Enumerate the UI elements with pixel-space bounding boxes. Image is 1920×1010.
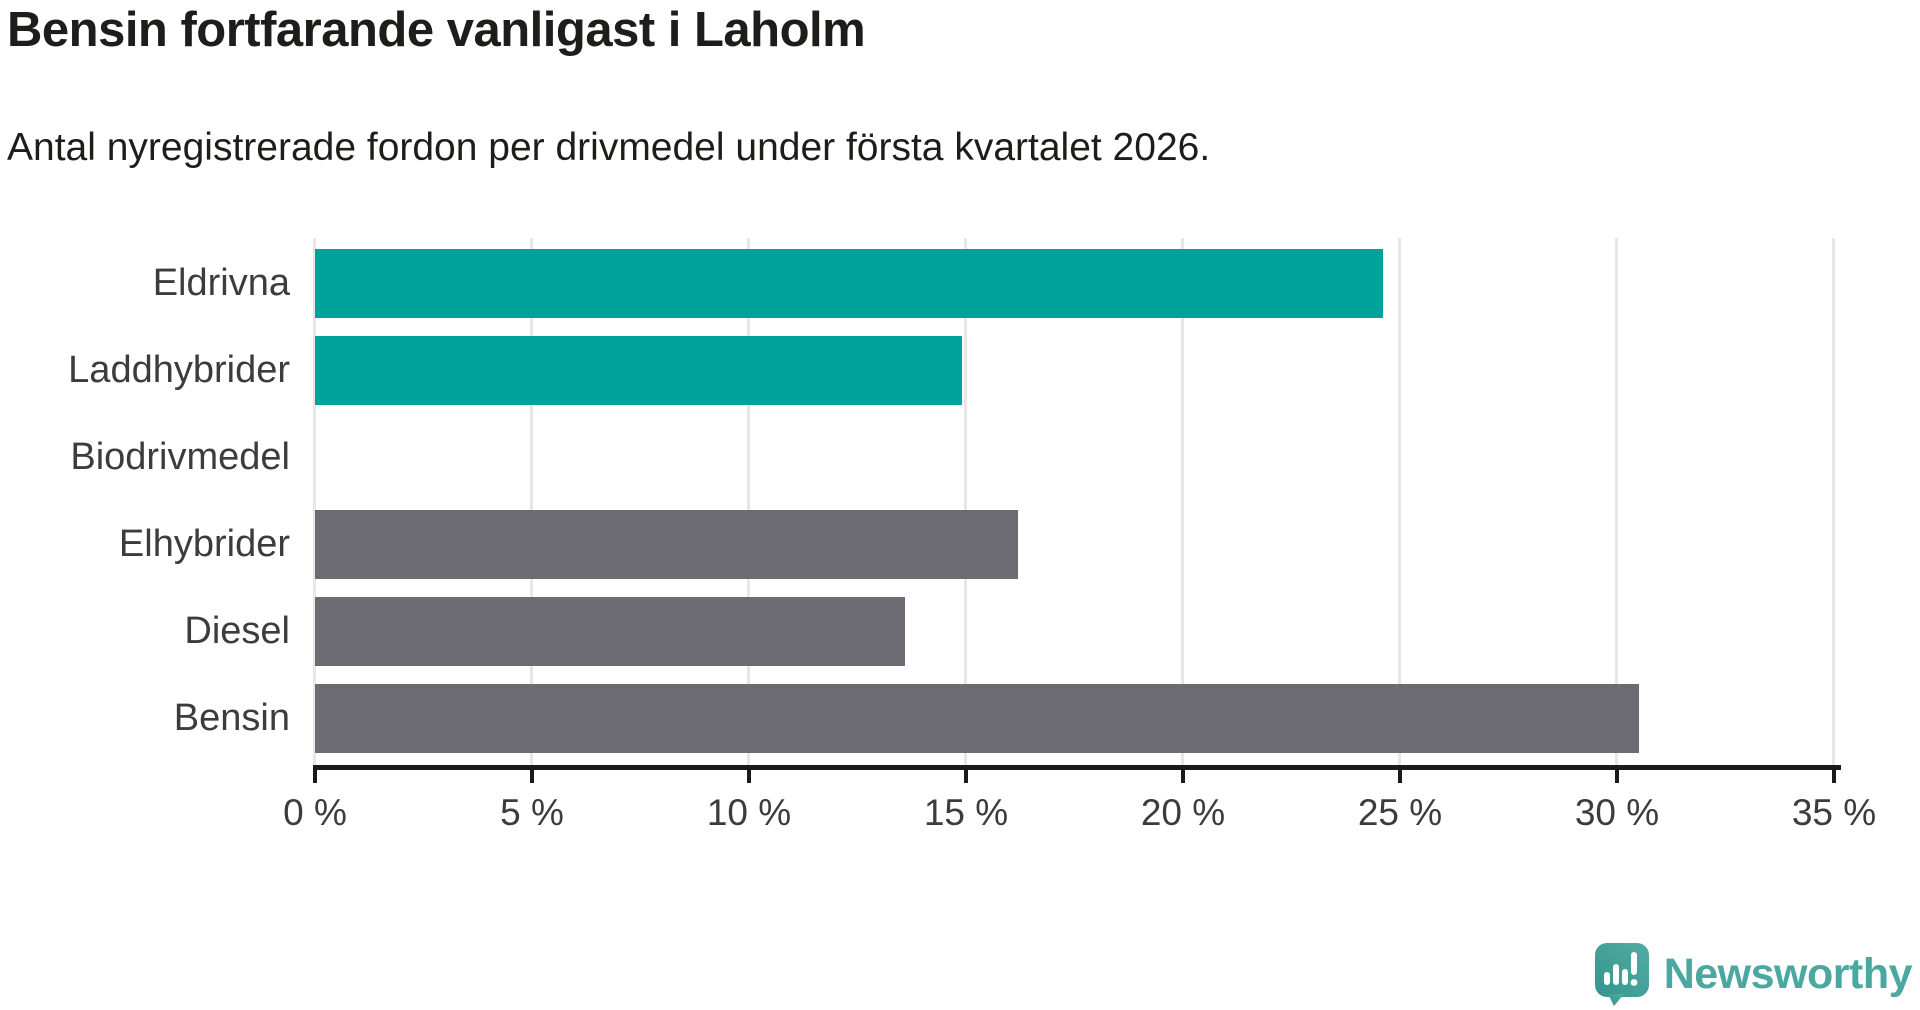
gridline-35 [1832,238,1835,765]
gridline-10 [747,238,750,765]
category-label-elhybrider: Elhybrider [118,523,290,565]
gridline-0 [313,238,316,765]
bar-laddhybrider [315,336,962,405]
x-axis-line [313,765,1841,770]
x-axis-tick-15 [964,765,968,783]
category-label-bensin: Bensin [173,697,290,739]
x-axis-tick-label-0: 0 % [283,792,347,833]
category-label-diesel: Diesel [184,610,290,652]
gridline-15 [964,238,967,765]
brand-name: Newsworthy [1663,949,1913,998]
x-axis-tick-label-25: 25 % [1357,792,1443,833]
chart-title: Bensin fortfarande vanligast i Laholm [7,3,866,57]
newsworthy-logo: Newsworthy [1594,942,1913,1006]
bar-bensin [315,684,1639,753]
gridline-5 [530,238,533,765]
x-axis-tick-25 [1398,765,1402,783]
x-axis-tick-label-5: 5 % [500,792,564,833]
x-axis-tick-label-10: 10 % [706,792,792,833]
category-label-biodrivmedel: Biodrivmedel [70,436,290,478]
x-axis-tick-label-20: 20 % [1140,792,1226,833]
bar-diesel [315,597,906,666]
gridline-25 [1398,238,1401,765]
x-axis-tick-30 [1615,765,1619,783]
x-axis-tick-label-35: 35 % [1791,792,1877,833]
chart-subtitle: Antal nyregistrerade fordon per drivmede… [7,126,1211,169]
newsworthy-speech-bubble-bar-chart-icon [1594,943,1649,1006]
x-axis-tick-10 [747,765,751,783]
x-axis-tick-20 [1181,765,1185,783]
gridline-20 [1181,238,1184,765]
bar-eldrivna [315,249,1383,318]
category-label-eldrivna: Eldrivna [152,262,290,304]
x-axis-tick-5 [530,765,534,783]
x-axis-tick-35 [1832,765,1836,783]
x-axis-tick-0 [313,765,317,783]
category-label-laddhybrider: Laddhybrider [68,349,290,391]
x-axis-tick-label-30: 30 % [1574,792,1660,833]
bar-elhybrider [315,510,1019,579]
x-axis-tick-label-15: 15 % [923,792,1009,833]
gridline-30 [1615,238,1618,765]
